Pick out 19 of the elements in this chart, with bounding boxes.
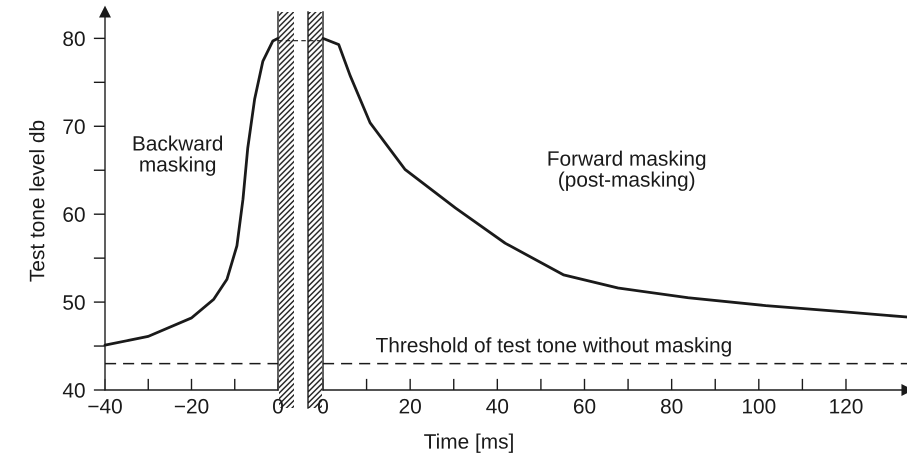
x-tick-label: 60 (574, 398, 596, 414)
y-tick-label: 80 (63, 31, 85, 46)
ref-line-label: Threshold of test tone without masking (376, 337, 731, 357)
x-tick-label: −20 (174, 398, 208, 414)
y-tick-label: 70 (63, 119, 85, 134)
y-axis-title: Test tone level db (29, 120, 44, 282)
x-tick-label: 40 (486, 398, 508, 414)
annotation: Forward masking (post-masking) (548, 150, 706, 191)
x-tick-label: 120 (830, 398, 863, 414)
x-tick-label: 100 (743, 398, 776, 414)
x-tick-label: 20 (400, 398, 421, 414)
y-tick-label: 50 (63, 295, 85, 310)
x-tick-label: −40 (88, 398, 122, 414)
annotation: Backward masking (134, 135, 222, 176)
x-tick-label: 80 (660, 398, 682, 414)
x-axis-title: Time [ms] (424, 433, 513, 453)
y-tick-label: 40 (62, 383, 85, 398)
x-tick-label: 0 (273, 398, 283, 414)
y-tick-label: 60 (63, 207, 85, 222)
